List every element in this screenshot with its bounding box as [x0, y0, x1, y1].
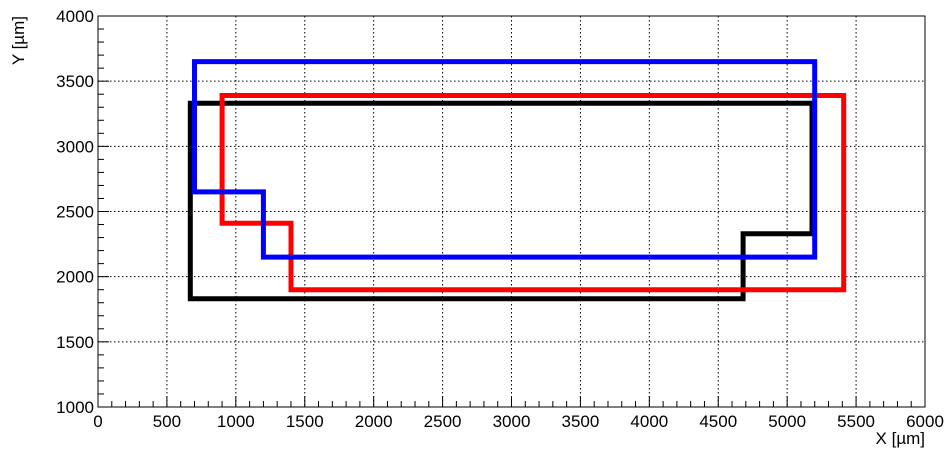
x-tick-label: 1500	[286, 412, 324, 431]
label-layer: 0 500 1000 1500 2000 2500 3000 3500 4000 4500 5000…	[56, 7, 944, 431]
x-tick-label: 0	[93, 412, 102, 431]
series-outline-3	[192, 59, 818, 260]
x-tick-label: 2000	[355, 412, 393, 431]
y-tick-label: 3500	[56, 72, 94, 91]
y-tick-label: 2500	[56, 203, 94, 222]
x-tick-label: 6000	[906, 412, 944, 431]
x-tick-label: 5000	[768, 412, 806, 431]
x-tick-label: 1000	[217, 412, 255, 431]
series-outline-2	[219, 93, 847, 293]
series-outline-1	[187, 100, 815, 302]
y-tick-label: 2000	[56, 268, 94, 287]
y-tick-label: 3000	[56, 137, 94, 156]
x-tick-label: 3000	[493, 412, 531, 431]
y-tick-label: 4000	[56, 7, 94, 26]
x-tick-label: 4000	[630, 412, 668, 431]
x-tick-label: 3500	[562, 412, 600, 431]
x-tick-label: 5500	[837, 412, 875, 431]
x-tick-label: 2500	[424, 412, 462, 431]
x-tick-label: 500	[153, 412, 181, 431]
axis-layer	[97, 15, 926, 408]
x-axis-title: X [µm]	[876, 429, 925, 448]
x-tick-label: 4500	[699, 412, 737, 431]
grid-layer	[98, 16, 925, 407]
y-tick-label: 1000	[56, 398, 94, 417]
y-tick-label: 1500	[56, 333, 94, 352]
series-layer	[187, 59, 847, 302]
y-axis-title: Y [µm]	[9, 16, 28, 65]
